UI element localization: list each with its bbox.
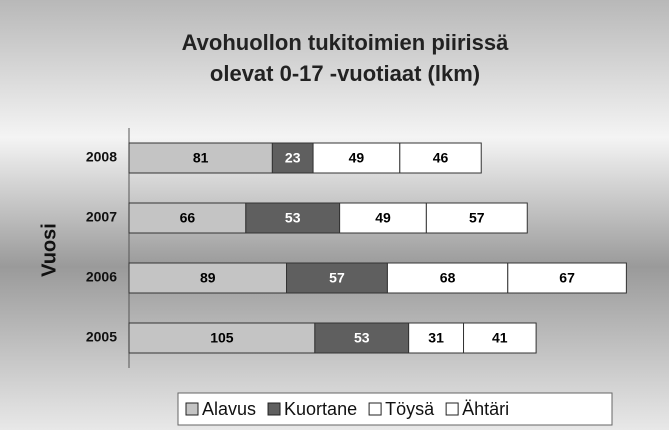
data-label: 68 [440,270,456,286]
data-label: 46 [433,150,449,166]
bar-segment [463,322,537,354]
bar-segment [425,202,528,234]
data-label: 57 [469,210,485,226]
legend-label: Ähtäri [462,399,509,419]
data-label: 23 [285,150,301,166]
legend-label: Alavus [202,399,256,419]
legend-swatch [445,402,459,416]
bar-segment [339,202,427,234]
data-label: 57 [329,270,345,286]
bar-segment [245,202,341,234]
bar-segment [128,322,316,354]
bar-segment [399,142,482,174]
data-label: 89 [200,270,216,286]
chart-title: olevat 0-17 -vuotiaat (lkm) [210,61,480,86]
legend-swatch [267,402,281,416]
bar-segment [128,142,273,174]
bar-segment [314,322,410,354]
legend-label: Kuortane [284,399,357,419]
y-axis-label: Vuosi [38,223,60,277]
legend [177,392,613,426]
y-tick-label: 2007 [86,209,117,225]
data-label: 41 [492,330,508,346]
data-label: 105 [210,330,234,346]
data-label: 49 [349,150,365,166]
y-tick-label: 2005 [86,329,117,345]
y-tick-label: 2008 [86,149,117,165]
bar-segment [507,262,627,294]
legend-swatch [368,402,382,416]
data-label: 53 [354,330,370,346]
data-label: 31 [428,330,444,346]
legend-swatch [185,402,199,416]
data-label: 49 [375,210,391,226]
bar-segment [128,262,288,294]
bar-segment [408,322,465,354]
data-label: 53 [285,210,301,226]
bar-segment [128,202,247,234]
legend-label: Töysä [385,399,435,419]
data-label: 67 [559,270,575,286]
data-label: 81 [193,150,209,166]
y-tick-label: 2006 [86,269,117,285]
chart-title: Avohuollon tukitoimien piirissä [182,30,510,55]
data-label: 66 [180,210,196,226]
